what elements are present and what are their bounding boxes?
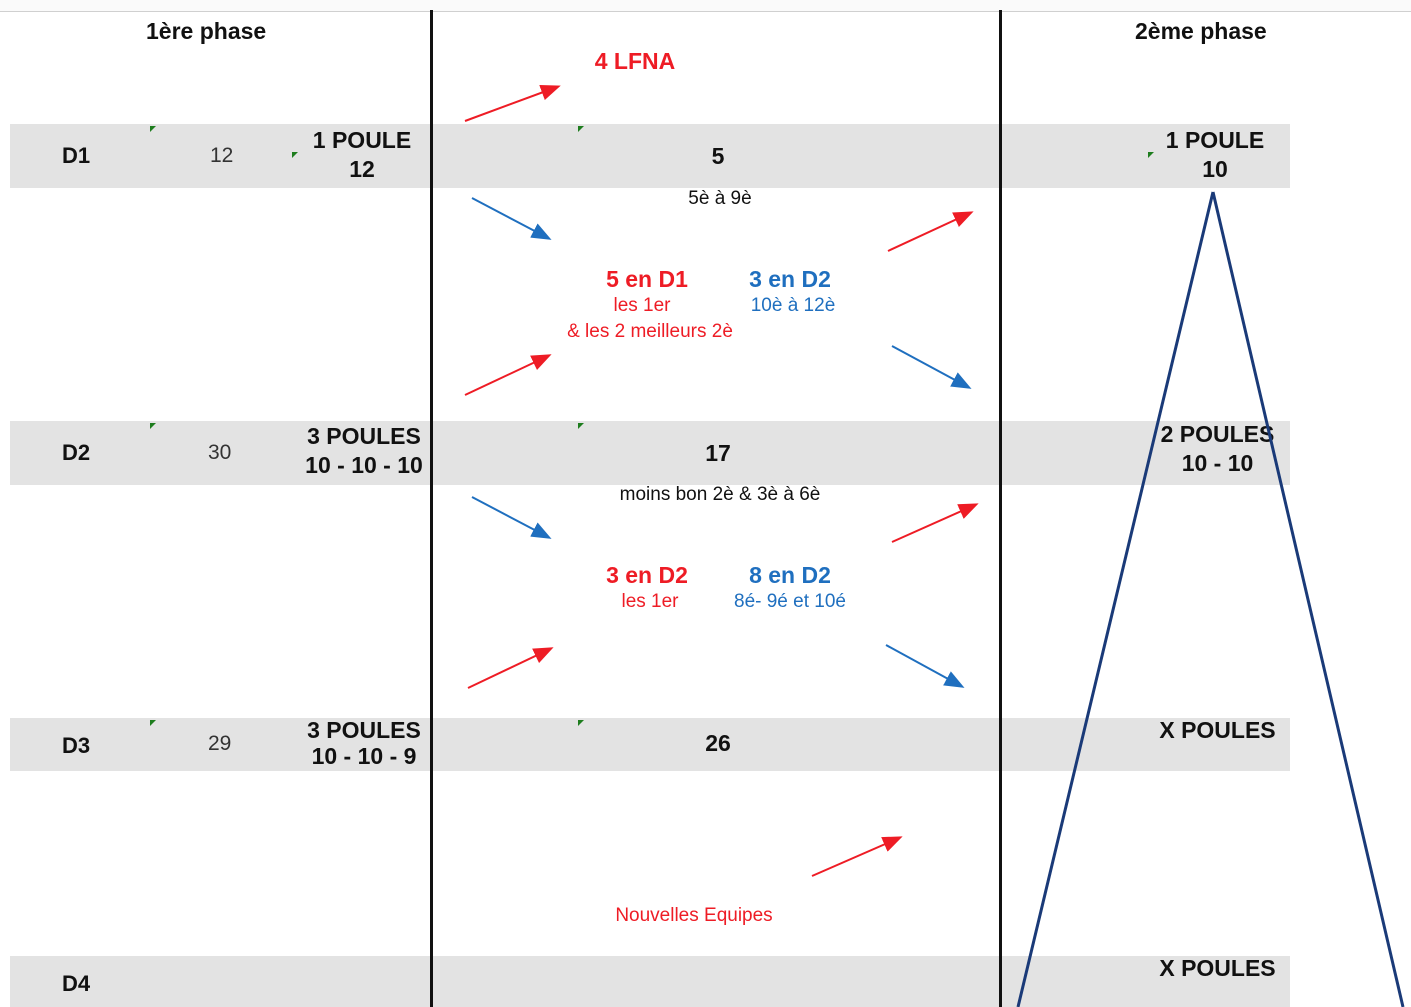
level-label-d1: D1 — [62, 143, 91, 168]
poules-d3: 3 POULES 10 - 10 - 9 — [284, 717, 444, 769]
d1-relegation-note: 5è à 9è — [688, 188, 752, 209]
block1-blue-title: 3 en D2 — [749, 266, 831, 292]
block1-red-line1: les 1er — [613, 295, 671, 316]
d2-relegation-note: moins bon 2è & 3è à 6è — [619, 484, 821, 505]
arrow-down-blue — [471, 496, 552, 539]
poules-d1: 1 POULE 12 — [292, 126, 432, 184]
poules-d3-line1: 3 POULES — [307, 717, 421, 743]
arrow-up-red — [811, 836, 903, 877]
promotion-arrows — [464, 85, 979, 877]
team-count-d2: 30 — [208, 441, 232, 464]
phase2-d1-line1: 1 POULE — [1165, 127, 1265, 153]
comment-marker — [578, 720, 584, 726]
pyramid-triangle — [1016, 191, 1405, 1007]
poules-d3-line2: 10 - 10 - 9 — [311, 743, 417, 769]
comment-marker — [150, 126, 156, 132]
pyramid-left-edge — [1016, 191, 1215, 1007]
row-band-d1 — [10, 124, 1290, 188]
arrow-down-blue — [885, 644, 965, 688]
lfna-label: 4 LFNA — [594, 48, 676, 74]
poules-d1-line1: 1 POULE — [312, 127, 412, 153]
level-label-d3: D3 — [62, 733, 91, 758]
level-label-d2: D2 — [62, 440, 91, 465]
arrow-up-red — [464, 85, 561, 122]
phase2-poules-d3: X POULES — [1159, 717, 1276, 743]
count-d3: 26 — [705, 730, 731, 756]
pyramid-right-edge — [1211, 191, 1405, 1007]
row-band-d4 — [10, 956, 1290, 1007]
phase1-header: 1ère phase — [146, 18, 267, 44]
block2-blue-line1: 8é- 9é et 10é — [734, 591, 846, 612]
count-d2: 17 — [705, 440, 731, 466]
arrow-up-red — [464, 354, 552, 396]
arrow-up-red — [891, 503, 979, 543]
phase2-d2-line2: 10 - 10 — [1181, 450, 1254, 476]
block2-blue-title: 8 en D2 — [749, 562, 831, 588]
comment-marker — [578, 126, 584, 132]
arrow-up-red — [467, 647, 554, 689]
poules-d2-line2: 10 - 10 - 10 — [305, 452, 423, 478]
team-count-d3: 29 — [208, 732, 232, 755]
row-band-d2 — [10, 421, 1290, 485]
block2-red-title: 3 en D2 — [606, 562, 688, 588]
new-teams-label: Nouvelles Equipes — [615, 905, 773, 926]
separator-left — [430, 10, 433, 1007]
phase2-poules-d1: 1 POULE 10 — [1140, 126, 1290, 184]
count-d1: 5 — [711, 143, 725, 169]
phase2-header: 2ème phase — [1135, 18, 1267, 44]
column-header-strip — [0, 0, 1411, 12]
phase2-poules-d2: 2 POULES 10 - 10 — [1135, 420, 1300, 478]
poules-d2: 3 POULES 10 - 10 - 10 — [284, 422, 444, 480]
block1-blue-line1: 10è à 12è — [750, 295, 836, 316]
comment-marker — [292, 152, 298, 158]
arrow-down-blue — [471, 197, 552, 240]
arrow-down-blue — [891, 345, 972, 389]
poules-d1-line2: 12 — [349, 156, 375, 182]
phase2-poules-d4: X POULES — [1159, 955, 1276, 981]
phase2-d1-line2: 10 — [1202, 156, 1228, 182]
comment-marker — [150, 720, 156, 726]
comment-marker — [1148, 152, 1154, 158]
comment-marker — [150, 423, 156, 429]
comment-marker — [578, 423, 584, 429]
phase2-d2-line1: 2 POULES — [1160, 421, 1275, 447]
separator-right — [999, 10, 1002, 1007]
block2-red-line1: les 1er — [621, 591, 679, 612]
level-label-d4: D4 — [62, 971, 91, 996]
block1-red-line2: & les 2 meilleurs 2è — [567, 321, 733, 342]
team-count-d1: 12 — [210, 144, 234, 167]
relegation-arrows — [471, 197, 972, 688]
arrow-up-red — [887, 211, 974, 252]
poules-d2-line1: 3 POULES — [307, 423, 421, 449]
block1-red-title: 5 en D1 — [606, 266, 688, 292]
